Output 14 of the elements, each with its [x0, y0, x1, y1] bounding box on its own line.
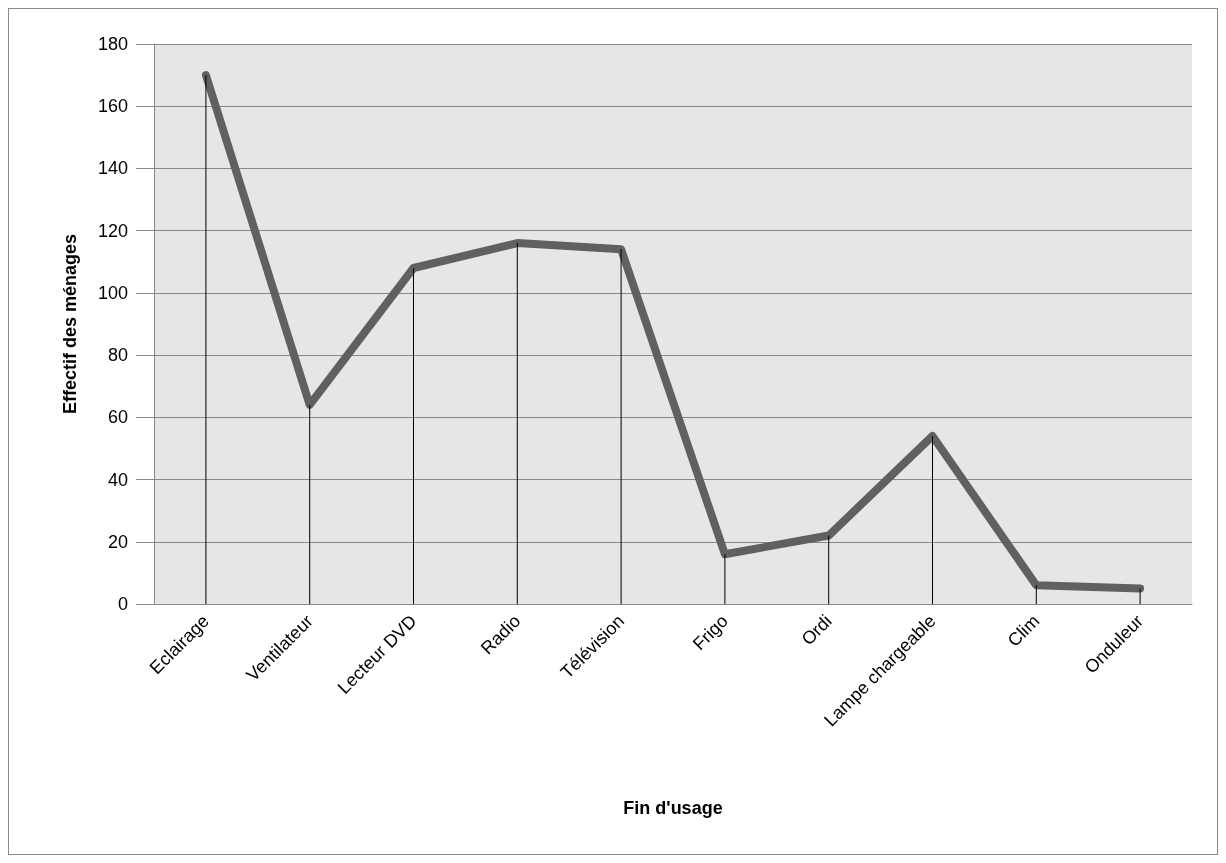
- x-tick-label: Ordi: [797, 610, 836, 650]
- y-tick-label: 160: [97, 96, 128, 117]
- y-tick-label: 40: [107, 469, 128, 490]
- x-tick-label: Clim: [1003, 610, 1044, 651]
- y-tick-label: 0: [117, 594, 128, 614]
- y-tick-label: 60: [107, 407, 128, 428]
- y-tick-label: 80: [107, 345, 128, 366]
- x-axis-title: Fin d'usage: [623, 798, 723, 818]
- y-tick-label: 140: [97, 158, 128, 179]
- y-tick-label: 180: [97, 34, 128, 54]
- y-axis-title: Effectif des ménages: [60, 233, 80, 415]
- y-tick-label: 20: [107, 531, 128, 552]
- y-tick-label: 120: [97, 220, 128, 241]
- y-tick-label: 100: [97, 282, 128, 303]
